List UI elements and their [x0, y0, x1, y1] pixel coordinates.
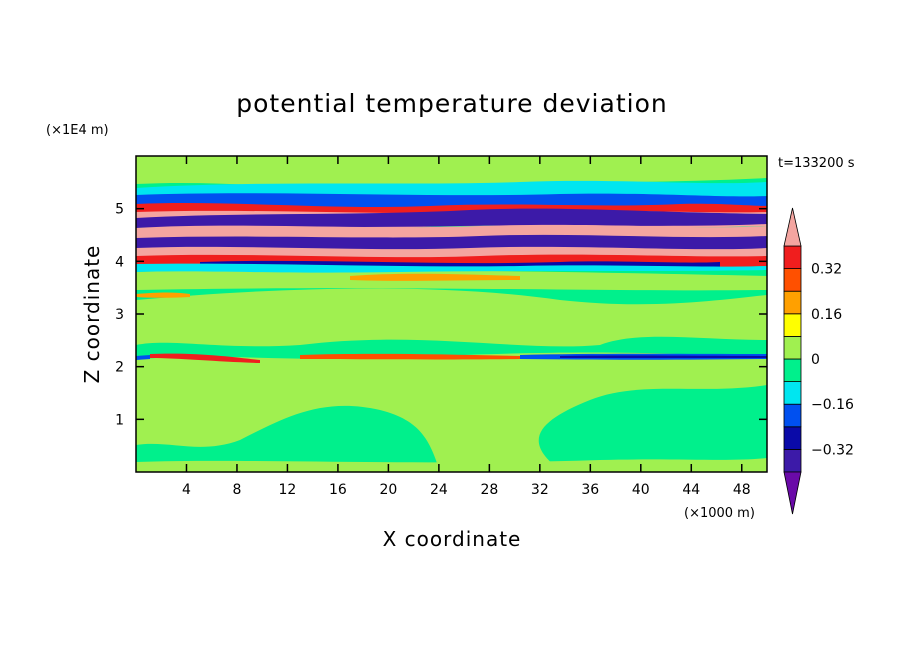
colorbar-tick-label: 0 — [811, 352, 820, 368]
colorbar-tick-label: 0.16 — [811, 307, 842, 323]
y-tick-label: 2 — [115, 360, 124, 376]
band-positive-lower — [136, 288, 767, 347]
y-unit-label: (×1E4 m) — [46, 123, 109, 138]
chart-title: potential temperature deviation — [236, 89, 667, 118]
contour-field — [136, 156, 767, 472]
time-label: t=133200 s — [778, 156, 855, 171]
x-tick-label: 12 — [279, 482, 297, 498]
colorbar-swatch — [783, 245, 802, 270]
colorbar-swatch — [783, 358, 802, 383]
y-tick-label: 3 — [115, 307, 124, 323]
streak-warm-2 — [136, 292, 190, 298]
y-tick-label: 4 — [115, 254, 124, 270]
colorbar-swatch — [783, 426, 802, 450]
x-tick-label: 40 — [632, 482, 650, 498]
colorbar-swatch — [783, 290, 802, 315]
band-light-blue-lower — [136, 263, 767, 273]
y-tick-label: 1 — [115, 412, 124, 428]
x-tick-label: 28 — [480, 482, 498, 498]
colorbar-tick-label: −0.16 — [811, 397, 854, 413]
y-axis-label: Z coordinate — [80, 245, 104, 384]
band-positive-top — [136, 156, 767, 193]
x-tick-label: 24 — [430, 482, 448, 498]
colorbar-swatch — [783, 335, 802, 360]
x-tick-label: 36 — [581, 482, 599, 498]
band-positive-bottom — [136, 458, 767, 472]
x-tick-label: 16 — [329, 482, 347, 498]
y-tick-group: 1 2 3 4 5 — [115, 202, 767, 428]
x-tick-group: 4 8 12 16 20 24 28 32 36 40 44 48 — [182, 156, 751, 498]
colorbar-bottom-arrow — [783, 471, 802, 515]
x-tick-label: 4 — [182, 482, 191, 498]
colorbar-swatch — [783, 448, 802, 473]
streak-warm-1 — [350, 273, 520, 281]
colorbar: −0.32 −0.16 0 0.16 0.32 — [783, 207, 854, 515]
x-axis-label: X coordinate — [383, 527, 522, 551]
x-tick-label: 20 — [379, 482, 397, 498]
x-tick-label: 48 — [733, 482, 751, 498]
colorbar-swatch — [783, 313, 802, 337]
x-tick-label: 44 — [682, 482, 700, 498]
band-positive-mid — [136, 352, 767, 472]
streak-orange-z2 — [300, 353, 520, 360]
streak-red-z2 — [150, 353, 260, 363]
x-unit-label: (×1000 m) — [684, 506, 755, 521]
band-purple-1 — [136, 208, 767, 228]
y-tick-label: 5 — [115, 202, 124, 218]
streak-dark-blue-z2 — [560, 355, 767, 358]
x-tick-label: 32 — [531, 482, 549, 498]
colorbar-tick-label: −0.32 — [811, 442, 854, 458]
colorbar-top-arrow — [783, 207, 802, 247]
colorbar-swatch — [783, 268, 802, 292]
streak-blue-left — [136, 355, 150, 360]
colorbar-swatch — [783, 381, 802, 405]
colorbar-swatch — [783, 403, 802, 428]
colorbar-tick-label: 0.32 — [811, 262, 842, 278]
x-tick-label: 8 — [232, 482, 241, 498]
